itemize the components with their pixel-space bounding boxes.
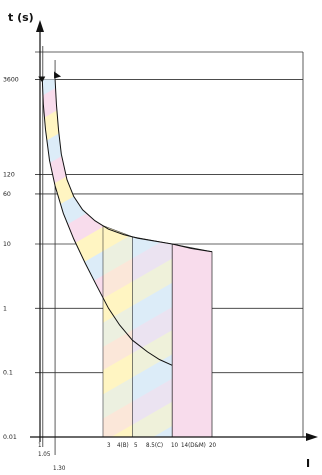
y-tick-label: 10: [3, 241, 11, 248]
x-tick-label: 3: [107, 442, 111, 449]
y-axis-title: t (s): [8, 11, 34, 24]
x-tick-label: 10: [171, 442, 179, 449]
trip-regions: [102, 225, 213, 438]
x-tick-label: 1: [38, 442, 42, 449]
y-axis-arrow: [36, 20, 44, 32]
x-tick-label: 20: [209, 442, 217, 449]
x-axis-arrow: [306, 433, 318, 441]
region-stripes: [132, 236, 173, 437]
y-tick-label: 60: [3, 191, 11, 198]
y-tick-label: 0.01: [3, 434, 17, 441]
x-tick-label: 14(D&M): [181, 442, 206, 449]
x-axis-title: I: [306, 457, 310, 470]
x-tick-label: 1.05: [38, 451, 51, 458]
x-tick-label: 5: [134, 442, 138, 449]
lower-trip-curve: [41, 79, 173, 366]
y-tick-label: 3600: [3, 77, 19, 84]
x-tick-label: 8.5(C): [146, 442, 163, 449]
y-tick-label: 120: [3, 172, 15, 179]
y-tick-label: 1: [3, 305, 7, 312]
region-dm: [171, 243, 213, 438]
x-tick-labels: 1 1.051.30 3 4(B) 5 8.5(C) 10 14(D&M) 20: [38, 442, 217, 472]
x-tick-label: 1.30: [53, 465, 66, 472]
y-tick-labels: 3600 120 60 10 1 0.1 0.01: [3, 77, 19, 441]
axes: [30, 20, 318, 442]
x-tick-label: 4(B): [117, 442, 129, 449]
upper-trip-curve: [54, 79, 213, 253]
region-stripes: [103, 225, 133, 437]
curve-marker-right: [54, 71, 62, 79]
y-tick-label: 0.1: [3, 370, 13, 377]
